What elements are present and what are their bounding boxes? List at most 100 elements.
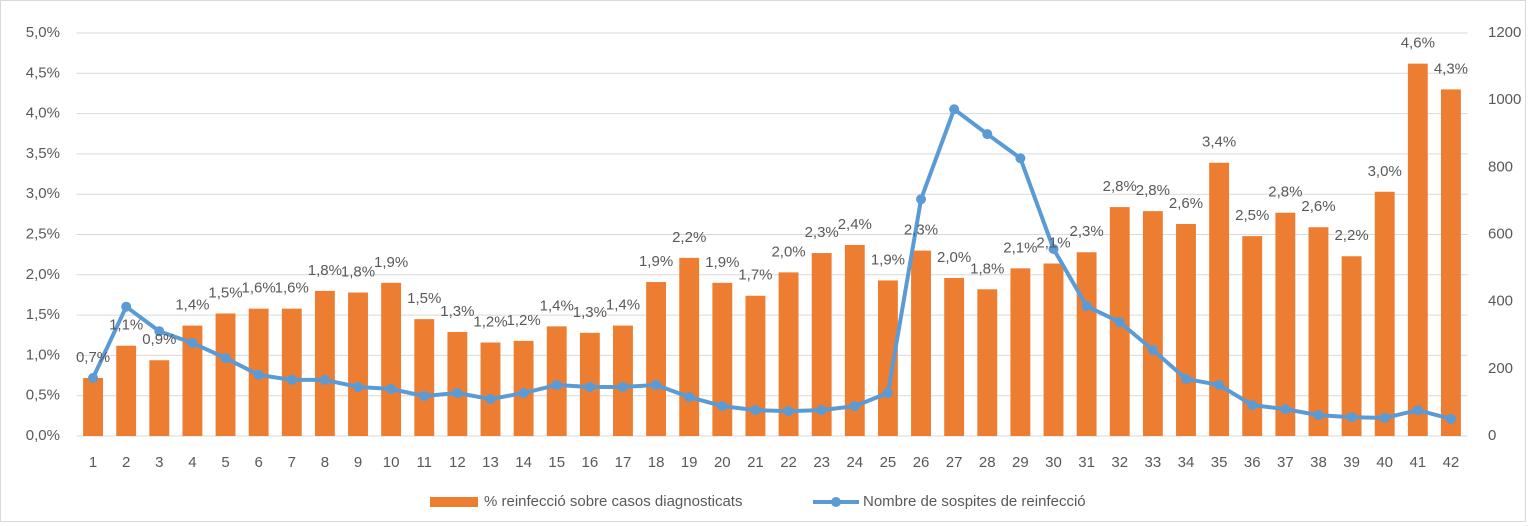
data-label: 3,0%	[1368, 163, 1402, 180]
data-label: 1,8%	[341, 264, 375, 281]
data-label: 3,4%	[1202, 134, 1236, 151]
line	[91, 107, 1452, 421]
data-label: 1,2%	[473, 313, 507, 330]
data-label: 4,3%	[1434, 60, 1468, 77]
bar	[1076, 252, 1097, 436]
x-tick-label: 35	[1211, 454, 1228, 471]
bar	[811, 253, 832, 436]
data-label: 2,2%	[1334, 227, 1368, 244]
y-tick-label: 0,5%	[26, 387, 60, 404]
x-tick-label: 40	[1376, 454, 1393, 471]
bar	[778, 272, 799, 436]
bar	[381, 282, 402, 436]
bar	[745, 295, 766, 436]
x-tick-label: 3	[155, 454, 163, 471]
line-point	[253, 369, 264, 380]
bar	[1275, 212, 1296, 436]
line-point	[783, 406, 794, 417]
line-point	[1280, 404, 1291, 415]
data-label: 1,4%	[175, 297, 209, 314]
y2-tick-label: 0	[1488, 427, 1496, 444]
y2-tick-label: 200	[1488, 360, 1513, 377]
x-tick-label: 20	[714, 454, 731, 471]
data-label: 2,0%	[771, 243, 805, 260]
data-label: 2,0%	[937, 249, 971, 266]
x-tick-label: 38	[1310, 454, 1327, 471]
line-point	[916, 194, 927, 205]
line-point	[1412, 405, 1423, 416]
line-point	[154, 326, 165, 337]
y-tick-label: 1,5%	[26, 306, 60, 323]
legend-label: % reinfecció sobre casos diagnosticats	[484, 493, 742, 510]
y2-tick-label: 1000	[1488, 91, 1521, 108]
x-tick-label: 32	[1111, 454, 1128, 471]
y-tick-label: 4,5%	[26, 64, 60, 81]
line-point	[319, 374, 330, 385]
bar	[944, 278, 965, 436]
x-tick-label: 17	[615, 454, 632, 471]
x-tick-label: 6	[254, 454, 262, 471]
x-tick-label: 12	[449, 454, 466, 471]
x-tick-label: 13	[482, 454, 499, 471]
data-label: 1,8%	[970, 260, 1004, 277]
bar	[977, 289, 998, 436]
x-tick-label: 34	[1178, 454, 1195, 471]
x-tick-label: 42	[1443, 454, 1460, 471]
data-label: 2,8%	[1103, 178, 1137, 195]
y-tick-label: 2,0%	[26, 266, 60, 283]
x-tick-label: 22	[780, 454, 797, 471]
line-point	[849, 401, 860, 412]
bar	[1374, 191, 1395, 436]
y2-tick-label: 800	[1488, 158, 1513, 175]
data-label: 2,8%	[1136, 182, 1170, 199]
bar	[1043, 263, 1064, 436]
line-point	[1379, 412, 1390, 423]
data-label: 1,3%	[440, 303, 474, 320]
line-point	[518, 388, 529, 399]
x-tick-label: 2	[122, 454, 130, 471]
line-point	[882, 388, 893, 399]
bar	[314, 290, 335, 436]
line-point	[1180, 373, 1191, 384]
line-point	[1445, 413, 1456, 424]
x-tick-label: 39	[1343, 454, 1360, 471]
line-point	[386, 383, 397, 394]
y-tick-label: 0,0%	[26, 427, 60, 444]
x-tick-label: 10	[383, 454, 400, 471]
line-point	[584, 381, 595, 392]
x-tick-label: 24	[846, 454, 863, 471]
bar	[1242, 236, 1263, 436]
line-point	[485, 394, 496, 405]
line-point	[88, 372, 99, 383]
line-point	[717, 401, 728, 412]
bar	[414, 319, 435, 436]
bar	[844, 244, 865, 436]
data-label: 2,5%	[1235, 207, 1269, 224]
data-label: 1,4%	[606, 297, 640, 314]
x-tick-label: 37	[1277, 454, 1294, 471]
x-tick-label: 9	[354, 454, 362, 471]
x-tick-label: 18	[648, 454, 665, 471]
x-tick-label: 7	[288, 454, 296, 471]
bar	[1010, 268, 1031, 436]
bar	[712, 282, 733, 436]
line-point	[1081, 301, 1092, 312]
line-point	[949, 104, 960, 115]
data-label: 1,2%	[507, 312, 541, 329]
bar	[182, 325, 203, 436]
line-point	[220, 353, 231, 364]
data-label: 1,8%	[308, 262, 342, 279]
bar	[911, 250, 931, 436]
x-tick-label: 4	[188, 454, 196, 471]
data-label: 4,6%	[1401, 35, 1435, 52]
y2-tick-label: 400	[1488, 293, 1513, 310]
data-label: 2,4%	[838, 216, 872, 233]
data-label: 1,9%	[705, 254, 739, 271]
x-tick-label: 31	[1078, 454, 1095, 471]
y-tick-label: 3,0%	[26, 185, 60, 202]
line-point	[1346, 412, 1357, 423]
x-tick-label: 19	[681, 454, 698, 471]
data-label: 1,9%	[639, 253, 673, 270]
bar	[215, 313, 236, 436]
line-point	[1114, 317, 1125, 328]
